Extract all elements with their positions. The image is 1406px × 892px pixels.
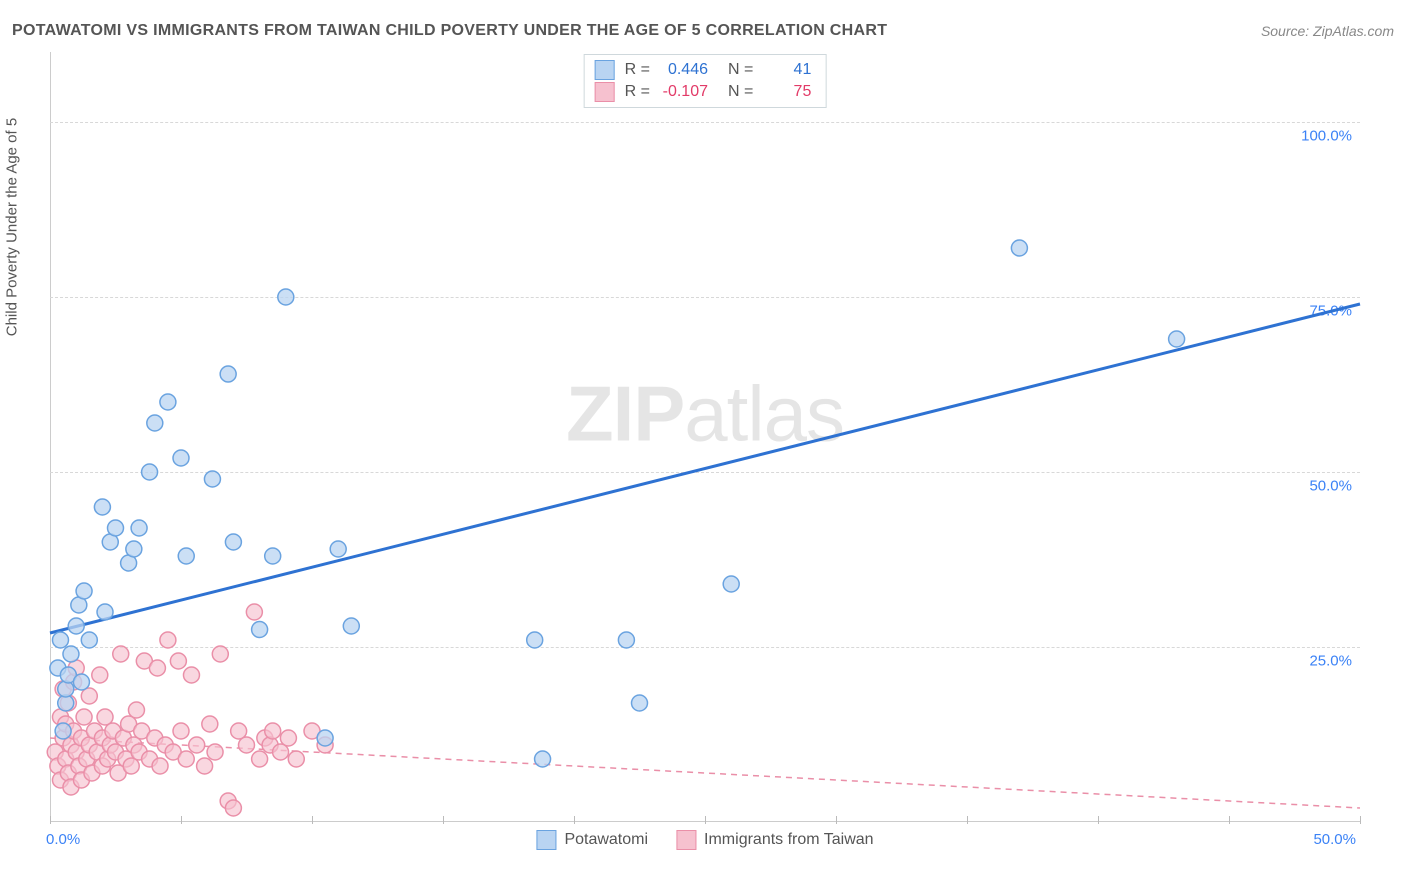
data-point bbox=[76, 709, 92, 725]
data-point bbox=[212, 646, 228, 662]
data-point bbox=[147, 415, 163, 431]
data-point bbox=[343, 618, 359, 634]
y-axis-title: Child Poverty Under the Age of 5 bbox=[4, 118, 21, 336]
data-point bbox=[723, 576, 739, 592]
correlation-chart: 25.0%50.0%75.0%100.0% Child Poverty Unde… bbox=[50, 52, 1360, 822]
series-legend-label: Potawatomi bbox=[564, 831, 648, 849]
series-legend-label: Immigrants from Taiwan bbox=[704, 831, 874, 849]
data-point bbox=[58, 681, 74, 697]
data-point bbox=[280, 730, 296, 746]
data-point bbox=[330, 541, 346, 557]
data-point bbox=[178, 548, 194, 564]
data-point bbox=[239, 737, 255, 753]
data-point bbox=[149, 660, 165, 676]
data-point bbox=[173, 450, 189, 466]
data-point bbox=[68, 618, 84, 634]
data-point bbox=[265, 723, 281, 739]
data-point bbox=[97, 604, 113, 620]
stats-legend-row: R = 0.446 N = 41 bbox=[595, 59, 812, 81]
data-point bbox=[76, 583, 92, 599]
legend-swatch bbox=[536, 830, 556, 850]
data-point bbox=[1169, 331, 1185, 347]
data-point bbox=[183, 667, 199, 683]
data-point bbox=[202, 716, 218, 732]
data-point bbox=[197, 758, 213, 774]
data-point bbox=[317, 730, 333, 746]
n-label: N = bbox=[728, 61, 753, 79]
series-legend-item: Immigrants from Taiwan bbox=[676, 830, 874, 850]
x-axis-min-label: 0.0% bbox=[46, 831, 80, 848]
data-point bbox=[225, 534, 241, 550]
data-point bbox=[246, 604, 262, 620]
data-point bbox=[618, 632, 634, 648]
r-label: R = bbox=[625, 83, 650, 101]
legend-swatch bbox=[595, 82, 615, 102]
data-point bbox=[160, 632, 176, 648]
data-point bbox=[527, 632, 543, 648]
data-point bbox=[52, 632, 68, 648]
data-point bbox=[92, 667, 108, 683]
n-value: 75 bbox=[763, 83, 811, 101]
data-point bbox=[204, 471, 220, 487]
series-legend: Potawatomi Immigrants from Taiwan bbox=[536, 830, 873, 850]
n-label: N = bbox=[728, 83, 753, 101]
data-point bbox=[142, 464, 158, 480]
page-title: POTAWATOMI VS IMMIGRANTS FROM TAIWAN CHI… bbox=[12, 22, 887, 40]
data-point bbox=[131, 520, 147, 536]
data-point bbox=[278, 289, 294, 305]
r-value: -0.107 bbox=[660, 83, 708, 101]
r-label: R = bbox=[625, 61, 650, 79]
stats-legend: R = 0.446 N = 41 R = -0.107 N = 75 bbox=[584, 54, 827, 108]
data-point bbox=[178, 751, 194, 767]
data-point bbox=[113, 646, 129, 662]
data-point bbox=[63, 646, 79, 662]
data-point bbox=[288, 751, 304, 767]
data-point bbox=[189, 737, 205, 753]
series-legend-item: Potawatomi bbox=[536, 830, 648, 850]
data-point bbox=[535, 751, 551, 767]
legend-swatch bbox=[595, 60, 615, 80]
r-value: 0.446 bbox=[660, 61, 708, 79]
data-point bbox=[632, 695, 648, 711]
n-value: 41 bbox=[763, 61, 811, 79]
scatter-points-layer bbox=[50, 52, 1360, 822]
legend-swatch bbox=[676, 830, 696, 850]
x-tick bbox=[1360, 816, 1361, 824]
data-point bbox=[173, 723, 189, 739]
data-point bbox=[265, 548, 281, 564]
data-point bbox=[160, 394, 176, 410]
data-point bbox=[1011, 240, 1027, 256]
data-point bbox=[55, 723, 71, 739]
data-point bbox=[73, 674, 89, 690]
data-point bbox=[126, 541, 142, 557]
data-point bbox=[252, 751, 268, 767]
stats-legend-row: R = -0.107 N = 75 bbox=[595, 81, 812, 103]
data-point bbox=[94, 499, 110, 515]
data-point bbox=[128, 702, 144, 718]
x-axis-max-label: 50.0% bbox=[1313, 831, 1356, 848]
data-point bbox=[252, 622, 268, 638]
data-point bbox=[81, 632, 97, 648]
data-point bbox=[207, 744, 223, 760]
data-point bbox=[108, 520, 124, 536]
data-point bbox=[170, 653, 186, 669]
data-point bbox=[225, 800, 241, 816]
source-attribution: Source: ZipAtlas.com bbox=[1261, 23, 1394, 39]
data-point bbox=[220, 366, 236, 382]
data-point bbox=[152, 758, 168, 774]
